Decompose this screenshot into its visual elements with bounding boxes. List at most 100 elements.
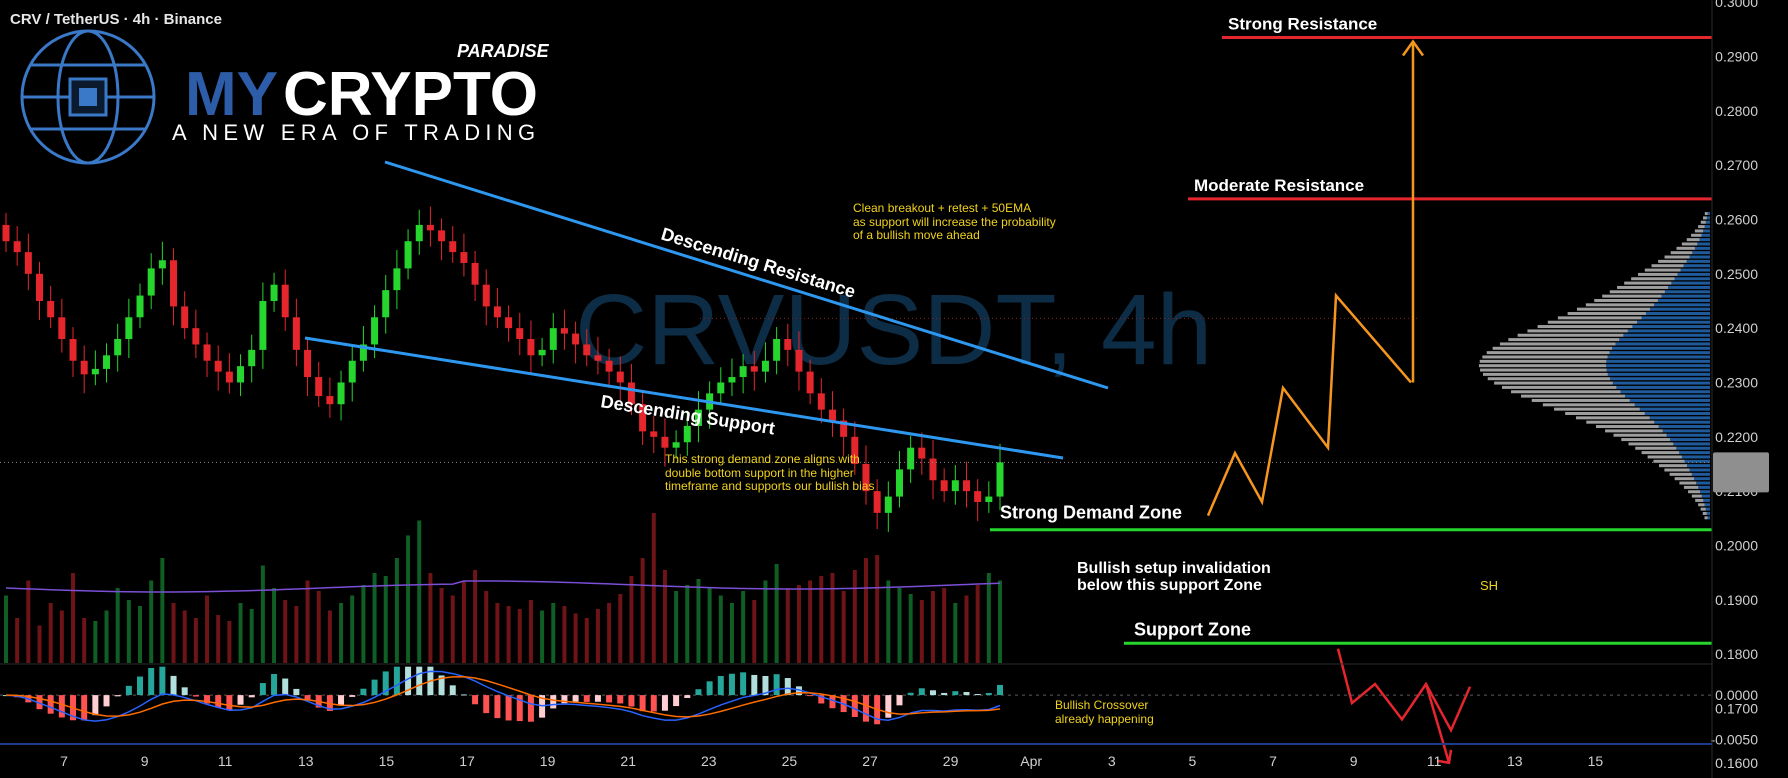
svg-text:Bullish setup invalidation: Bullish setup invalidation <box>1077 560 1271 577</box>
volume-bar <box>897 588 902 663</box>
volume-bar <box>160 558 165 663</box>
volume-bar <box>249 609 254 663</box>
macd-hist-bar <box>282 678 289 696</box>
time-tick-label: 9 <box>141 753 149 769</box>
vp-gray-bar <box>1594 298 1658 302</box>
macd-pane: 0.0000 -0.0050 <box>0 663 1758 748</box>
label-strong-demand-zone: Strong Demand Zone <box>1000 503 1182 523</box>
time-tick-label: 9 <box>1350 753 1358 769</box>
demand-note: This strong demand zone aligns with doub… <box>665 452 874 493</box>
volume-bar <box>562 606 567 663</box>
macd-hist-bar <box>918 688 925 696</box>
vp-blue-bar <box>1673 442 1710 446</box>
descending-support-line <box>304 336 1064 460</box>
macd-hist-bar <box>92 695 99 716</box>
price-tick-label: 0.2500 <box>1715 266 1758 282</box>
candle-body <box>337 382 345 405</box>
volume-bar <box>272 588 277 663</box>
candle-body <box>862 463 870 492</box>
vp-blue-bar <box>1701 494 1710 498</box>
volume-bar <box>863 558 868 663</box>
candle-body <box>270 284 278 301</box>
volume-bar <box>763 580 768 663</box>
volume-bar <box>439 588 444 663</box>
candle-body <box>806 371 814 394</box>
volume-bar <box>551 603 556 663</box>
macd-hist-bar <box>114 695 121 697</box>
vp-blue-bar <box>1691 472 1710 476</box>
vp-blue-bar <box>1661 294 1710 298</box>
volume-bar <box>26 580 31 663</box>
macd-hist-bar <box>974 693 981 696</box>
time-tick-label: 11 <box>218 753 233 769</box>
macd-hist-bar <box>907 692 914 696</box>
vp-gray-bar <box>1586 420 1655 424</box>
vp-gray-bar <box>1508 338 1620 342</box>
vp-blue-bar <box>1654 303 1710 307</box>
candle-body <box>460 252 468 263</box>
vp-blue-bar <box>1676 446 1710 450</box>
time-tick-label: 11 <box>1427 753 1442 769</box>
vp-blue-bar <box>1679 451 1710 455</box>
vp-blue-bar <box>1632 325 1710 329</box>
macd-hist-bar <box>606 695 613 703</box>
candle-body <box>694 409 702 426</box>
candle-body <box>404 241 412 269</box>
candle-body <box>784 339 792 350</box>
volume-bar <box>495 603 500 663</box>
candle-body <box>214 360 222 372</box>
volume-bar <box>651 513 656 663</box>
vp-gray-bar <box>1628 442 1674 446</box>
vp-gray-bar <box>1557 316 1642 320</box>
macd-hist-bar <box>896 695 903 706</box>
volume-bar <box>450 595 455 663</box>
volume-bar <box>506 606 511 663</box>
vp-gray-bar <box>1605 429 1663 433</box>
volume-bar <box>182 610 187 663</box>
volume-bar <box>841 591 846 663</box>
bullish-projection-path <box>1206 292 1412 517</box>
volume-bar <box>718 595 723 663</box>
vp-gray-bar <box>1641 451 1680 455</box>
vp-blue-bar <box>1664 290 1710 294</box>
volume-bar <box>59 610 64 663</box>
macd-hist-bar <box>751 674 758 696</box>
trendlines[interactable] <box>304 160 1109 460</box>
svg-text:Clean breakout + retest + 50EM: Clean breakout + retest + 50EMA <box>853 201 1031 215</box>
vp-blue-bar <box>1706 511 1710 515</box>
vp-blue-bar <box>1697 242 1710 246</box>
globe-icon <box>20 29 156 165</box>
invalidation-note: Bullish setup invalidation below this su… <box>1077 560 1271 594</box>
candle-body <box>650 431 658 437</box>
vp-gray-bar <box>1681 242 1698 246</box>
vp-blue-bar <box>1639 407 1710 411</box>
candle-body <box>795 349 803 372</box>
macd-hist-bar <box>795 686 802 696</box>
candle-body <box>773 339 781 361</box>
vp-gray-bar <box>1480 368 1607 372</box>
candles[interactable] <box>0 206 1712 532</box>
macd-hist-bar <box>259 683 266 696</box>
macd-hist-bar <box>349 695 356 697</box>
vp-gray-bar <box>1554 407 1640 411</box>
macd-hist-bar <box>661 695 668 711</box>
svg-text:as support will increase the p: as support will increase the probability <box>853 215 1056 229</box>
vp-gray-bar <box>1700 220 1706 224</box>
vp-blue-bar <box>1671 281 1710 285</box>
candle-body <box>36 273 44 301</box>
candle-body <box>996 462 1004 497</box>
vp-blue-bar <box>1609 377 1710 381</box>
macd-hist-bar <box>684 695 691 698</box>
vp-blue-bar <box>1674 277 1710 281</box>
volume-bar <box>327 610 332 663</box>
volume-profile <box>1478 212 1710 520</box>
vp-blue-bar <box>1704 503 1710 507</box>
volume-bar <box>104 610 109 663</box>
vp-gray-bar <box>1482 355 1608 359</box>
vp-blue-bar <box>1612 346 1710 350</box>
time-axis[interactable]: 7 9 11 13 15 17 19 21 23 25 27 29 Apr 3 5 7 9 11 13 15 <box>0 743 1712 769</box>
macd-hist-bar <box>204 695 211 704</box>
vp-blue-bar <box>1619 338 1710 342</box>
vp-blue-bar <box>1705 507 1710 511</box>
